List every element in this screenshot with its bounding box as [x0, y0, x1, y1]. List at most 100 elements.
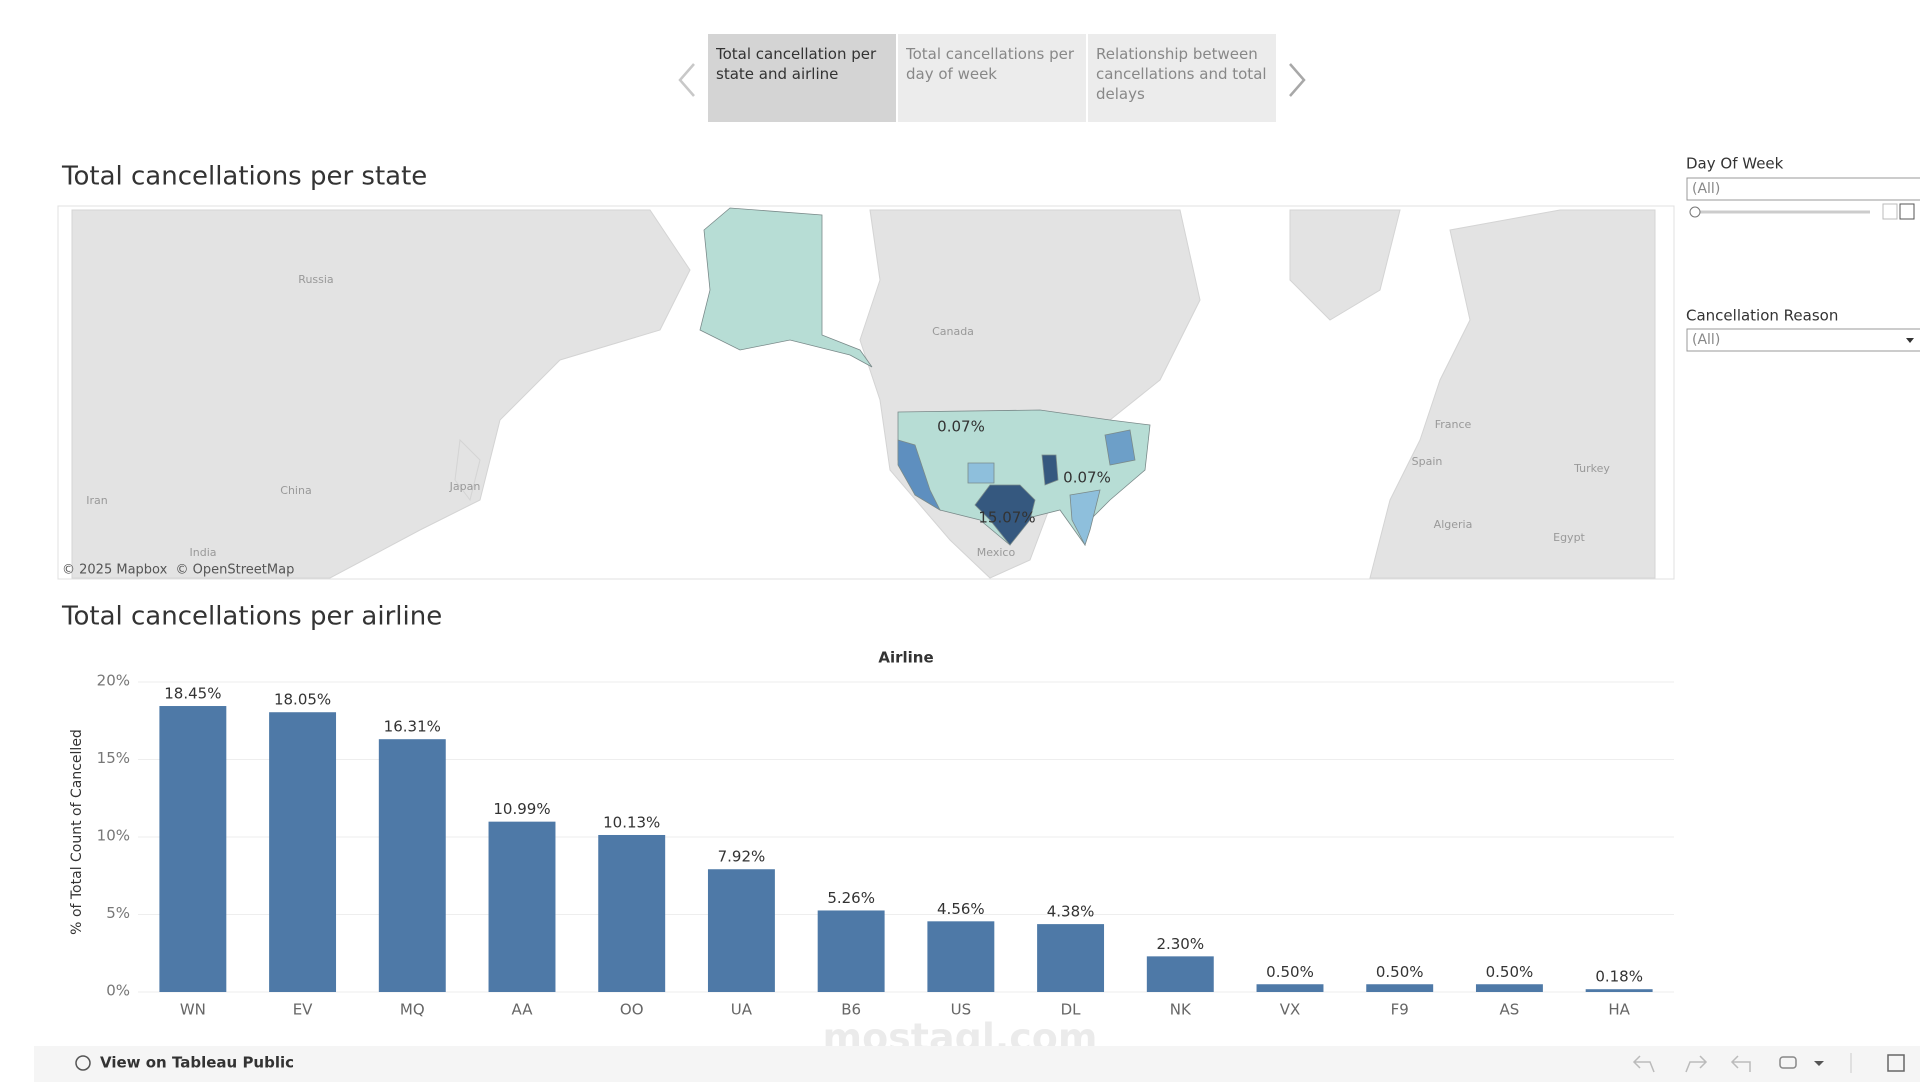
land-greenland [1289, 209, 1401, 321]
footer-link[interactable]: View on Tableau Public [100, 1054, 294, 1072]
y-tick-label: 20% [97, 672, 130, 690]
bar [598, 834, 666, 992]
x-tick-label: B6 [841, 1001, 861, 1019]
value-label: 2.30% [1156, 935, 1204, 953]
y-axis-title: % of Total Count of Cancelled [69, 729, 85, 935]
value-label: 0.50% [1266, 963, 1314, 981]
value-label: 10.99% [493, 800, 550, 818]
land-asia [71, 209, 691, 579]
tab-label-box: Relationship between cancellations and t… [1096, 45, 1267, 103]
filter-label: Day Of Week [1686, 155, 1784, 173]
place-label: China [280, 484, 311, 497]
tableau-icon [75, 1055, 91, 1071]
place-label: Spain [1412, 455, 1443, 468]
x-tick-label: VX [1280, 1001, 1301, 1019]
value-label: 0.50% [1376, 963, 1424, 981]
bar [1256, 984, 1324, 992]
bar [817, 910, 885, 992]
filter-label: Cancellation Reason [1686, 307, 1838, 325]
place-label: Mexico [977, 546, 1016, 559]
place-label: India [190, 546, 217, 559]
value-label: 18.05% [274, 691, 331, 709]
x-tick-label: AS [1500, 1001, 1520, 1019]
x-tick-label: US [951, 1001, 972, 1019]
filter-dropdown[interactable] [1686, 177, 1920, 201]
prev-arrow[interactable] [678, 63, 695, 97]
y-tick-label: 0% [106, 982, 130, 1000]
x-tick-label: UA [731, 1001, 753, 1019]
bar [927, 921, 995, 992]
value-label: 10.13% [603, 813, 660, 831]
place-label: Turkey [1573, 462, 1610, 475]
place-label: Algeria [1434, 518, 1473, 531]
revert-button[interactable] [1730, 1055, 1751, 1072]
filter-value: (All) [1692, 181, 1720, 197]
bar [707, 869, 775, 992]
x-tick-label: OO [620, 1001, 644, 1019]
tab-bg [708, 34, 896, 122]
pause-menu[interactable] [1814, 1061, 1824, 1066]
x-tick-label: DL [1061, 1001, 1082, 1019]
tab-label-box: Total cancellation per state and airline [716, 45, 877, 83]
filter-value: (All) [1692, 332, 1720, 348]
value-label: 5.26% [827, 889, 875, 907]
y-tick-label: 5% [106, 904, 130, 922]
bar [1585, 989, 1653, 992]
value-label: 4.56% [937, 900, 985, 918]
place-label: Russia [298, 273, 333, 286]
state-illinois [1041, 454, 1059, 486]
value-label: 0.50% [1486, 963, 1534, 981]
map-place-labels: Russia Canada China Japan Iran India Mex… [86, 273, 1610, 559]
tab-label: Total cancellations per day of week [906, 45, 1074, 83]
state-southeast [1069, 489, 1101, 547]
next-arrow[interactable] [1289, 63, 1306, 97]
value-label: 16.31% [384, 718, 441, 736]
tab[interactable]: Relationship between cancellations and t… [1088, 34, 1276, 122]
tab[interactable]: Total cancellation per state and airline [708, 34, 896, 122]
state-california [897, 439, 941, 512]
place-label: Egypt [1553, 531, 1585, 544]
state-alaska [699, 207, 873, 368]
state-new-york [1104, 429, 1136, 466]
place-label: Canada [932, 325, 974, 338]
tab[interactable]: Total cancellations per day of week [898, 34, 1086, 122]
place-label: France [1435, 418, 1472, 431]
tab-label-box: Total cancellations per day of week [906, 45, 1074, 83]
bar [1366, 984, 1434, 992]
land-japan [454, 438, 481, 502]
tab-label: Total cancellation per state and airline [716, 45, 877, 83]
slider-handle[interactable] [1689, 206, 1701, 218]
bar [488, 821, 556, 992]
tab-bg [898, 34, 1086, 122]
undo-button[interactable] [1632, 1055, 1655, 1073]
map-attribution[interactable]: © 2025 Mapbox © OpenStreetMap [62, 563, 294, 578]
refresh-button[interactable] [1779, 1056, 1797, 1069]
x-tick-label: MQ [400, 1001, 425, 1019]
slider-next[interactable] [1899, 203, 1915, 220]
slider-prev[interactable] [1882, 203, 1898, 220]
land-europe-africa [1369, 209, 1656, 579]
y-tick-label: 10% [97, 827, 130, 845]
map-value-labels: 0.07% 0.07% 15.07% [937, 418, 1111, 527]
fullscreen-button[interactable] [1887, 1054, 1905, 1072]
x-tick-label: EV [293, 1001, 313, 1019]
bar-chart: 0% 5% 10% 15% 20% 18.45% WN 18.05% EV 16.31% MQ 10.… [97, 672, 1674, 1019]
map-value-label: 0.07% [1063, 469, 1111, 487]
redo-button[interactable] [1685, 1055, 1708, 1073]
value-label: 4.38% [1047, 903, 1095, 921]
y-tick-label: 15% [97, 749, 130, 767]
place-label: Iran [86, 494, 108, 507]
tab-label: Relationship between cancellations and t… [1096, 45, 1267, 103]
filter-dropdown[interactable] [1686, 328, 1920, 352]
tab-bg [1088, 34, 1276, 122]
map-land [71, 209, 1656, 579]
bar [1146, 956, 1214, 992]
x-tick-label: HA [1608, 1001, 1630, 1019]
bar [1037, 924, 1105, 992]
bar [1475, 984, 1543, 992]
state-colorado [967, 462, 995, 484]
map-value-label: 15.07% [978, 509, 1035, 527]
state-texas [974, 484, 1036, 546]
